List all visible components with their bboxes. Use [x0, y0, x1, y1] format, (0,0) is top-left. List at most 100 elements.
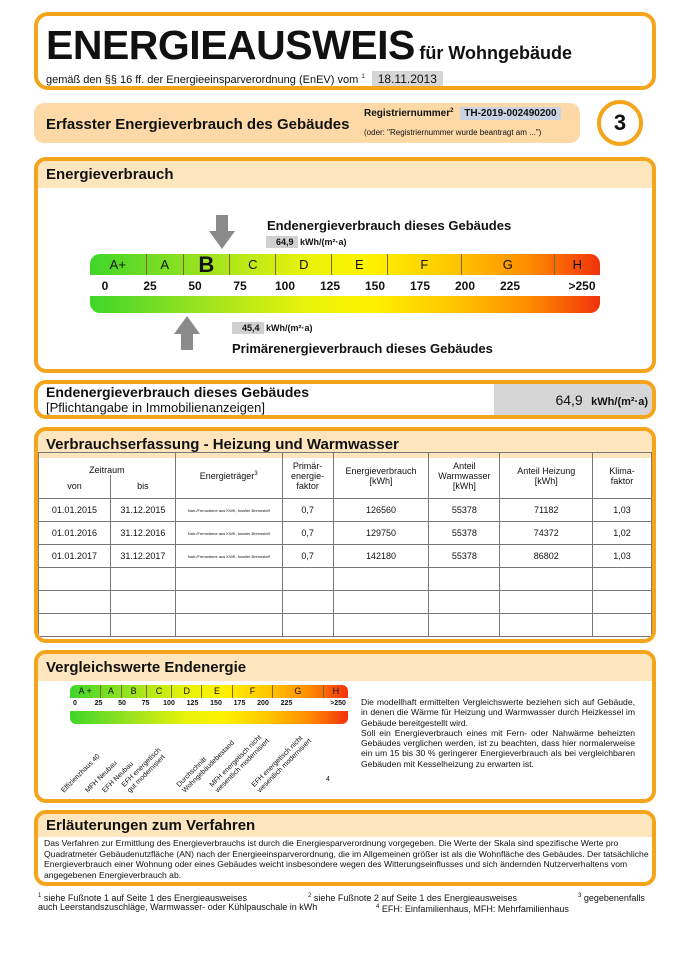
document-title: ENERGIEAUSWEIS: [46, 22, 415, 68]
scale-tick: 225: [280, 700, 293, 707]
cell-traeger: Nah-/Fernwärme aus KWK, fossiler Brennst…: [174, 544, 283, 568]
cell-verbrauch: [332, 590, 430, 614]
scale-tick: >250: [330, 700, 346, 707]
energy-class-1: A: [100, 685, 120, 698]
table-row: [38, 590, 652, 614]
scale-tick: 0: [73, 700, 77, 707]
energy-class-7: G: [272, 685, 323, 698]
footnote-2: 2 siehe Fußnote 2 auf Seite 1 des Energi…: [308, 893, 517, 903]
cell-warmwasser: [428, 567, 501, 591]
comparison-text: Die modellhaft ermittelten Vergleichswer…: [361, 697, 635, 769]
footnote-mark: 4: [326, 776, 330, 783]
cell-traeger: [174, 613, 283, 637]
cell-bis: 31.12.2015: [109, 498, 176, 522]
header-klima: Klima- faktor: [592, 452, 652, 499]
cell-verbrauch: [332, 567, 430, 591]
cell-warmwasser: 55378: [428, 521, 501, 545]
erlaeuterung-text: Das Verfahren zur Ermittlung des Energie…: [44, 838, 649, 880]
cell-primaer: [281, 590, 334, 614]
class-scale: A+ A B C D E F G H: [90, 254, 600, 275]
cell-primaer: 0,7: [281, 521, 334, 545]
footnote-1: 1 siehe Fußnote 1 auf Seite 1 des Energi…: [38, 893, 247, 903]
cell-heizung: [499, 613, 594, 637]
header-bis: bis: [109, 474, 176, 499]
energy-class-6: F: [231, 685, 272, 698]
energy-class-7: G: [460, 254, 554, 275]
cell-primaer: 0,7: [281, 498, 334, 522]
table-row: 01.01.2017 31.12.2017 Nah-/Fernwärme aus K…: [38, 544, 652, 568]
cell-bis: [109, 590, 176, 614]
cell-bis: 31.12.2017: [109, 544, 176, 568]
section-title: Erfasster Energieverbrauch des Gebäudes: [46, 116, 350, 133]
table-row: 01.01.2016 31.12.2016 Nah-/Fernwärme aus K…: [38, 521, 652, 545]
header-warmwasser: Anteil Warmwasser [kWh]: [428, 452, 501, 499]
footnote-ref: 2: [450, 108, 454, 114]
scale-tick: 200: [257, 700, 269, 707]
energy-class-4: D: [275, 254, 331, 275]
cell-primaer: 0,7: [281, 544, 334, 568]
scale-tick: >250: [568, 279, 596, 293]
scale-ticks: 0 25 50 75 100 125 150 175 200 225 >250: [0, 279, 674, 295]
arrow-up-icon: [174, 316, 200, 350]
cell-bis: [109, 613, 176, 637]
energy-class-1: A: [145, 254, 183, 275]
cell-von: 01.01.2016: [38, 521, 111, 545]
primary-energy-value: 45,4: [232, 322, 264, 334]
scale-tick: 100: [163, 700, 175, 707]
cell-heizung: [499, 567, 594, 591]
energy-class-8: H: [322, 685, 348, 698]
energy-class-3: C: [229, 254, 275, 275]
energy-class-5: E: [201, 685, 231, 698]
cell-klima: [592, 590, 652, 614]
table-row: [38, 613, 652, 637]
scale-tick: 25: [94, 700, 103, 707]
scale-tick: 50: [118, 700, 126, 707]
scale-tick: 200: [454, 279, 476, 293]
cell-bis: 31.12.2016: [109, 521, 176, 545]
section-bar: Erfasster Energieverbrauch des Gebäudes …: [34, 103, 580, 143]
arrow-down-icon: [209, 215, 235, 249]
table-row: [38, 567, 652, 591]
cell-warmwasser: [428, 590, 501, 614]
scale-tick: 25: [143, 279, 157, 293]
header-heizung: Anteil Heizung [kWh]: [499, 452, 594, 499]
cell-warmwasser: 55378: [428, 544, 501, 568]
energy-class-2: B: [120, 685, 146, 698]
cell-heizung: [499, 590, 594, 614]
energy-class-5: E: [331, 254, 387, 275]
document-title-suffix: für Wohngebäude: [419, 43, 573, 63]
footnote-3: 3 gegebenenfalls: [578, 893, 645, 903]
erlaeuterung-section: Erläuterungen zum Verfahren Das Verfahre…: [34, 810, 656, 886]
cell-klima: [592, 567, 652, 591]
cell-heizung: 71182: [499, 498, 594, 522]
header-traeger: Energieträger3: [174, 452, 283, 499]
scale-tick: 75: [141, 700, 150, 707]
cell-verbrauch: 126560: [332, 498, 430, 522]
header-verbrauch: Energieverbrauch [kWh]: [332, 452, 430, 499]
scale-tick: 150: [210, 700, 222, 707]
cell-von: 01.01.2017: [38, 544, 111, 568]
cell-verbrauch: [332, 613, 430, 637]
scale-tick: 50: [188, 279, 202, 293]
energy-class-6: F: [386, 254, 461, 275]
cell-heizung: 74372: [499, 521, 594, 545]
endenergie-title: Endenergieverbrauch dieses Gebäudes: [46, 384, 309, 400]
registration-number: TH-2019-002490200: [460, 107, 561, 121]
subtitle: gemäß den §§ 16 ff. der Energieeinsparve…: [46, 74, 359, 86]
footnote-4: 4 EFH: Einfamilienhaus, MFH: Mehrfamilie…: [376, 904, 569, 914]
cell-verbrauch: 142180: [332, 544, 430, 568]
page-number: 3: [613, 110, 627, 135]
scale-tick: 75: [233, 279, 247, 293]
endenergie-box: Endenergieverbrauch dieses Gebäudes [Pfl…: [34, 380, 656, 419]
cell-klima: 1,03: [592, 544, 652, 568]
cell-klima: 1,02: [592, 521, 652, 545]
cell-traeger: Nah-/Fernwärme aus KWK, fossiler Brennst…: [174, 521, 283, 545]
header-primaer: Primär- energie- faktor: [281, 452, 334, 499]
scale-tick: 175: [409, 279, 431, 293]
section-heading: Erläuterungen zum Verfahren: [38, 814, 652, 837]
energy-class-3: C: [145, 685, 171, 698]
endenergie-subtitle: [Pflichtangabe in Immobilienanzeigen]: [46, 400, 265, 415]
primary-energy-label: Primärenergieverbrauch dieses Gebäudes: [232, 341, 493, 356]
cell-bis: [109, 567, 176, 591]
energy-class-0: A+: [109, 257, 126, 272]
